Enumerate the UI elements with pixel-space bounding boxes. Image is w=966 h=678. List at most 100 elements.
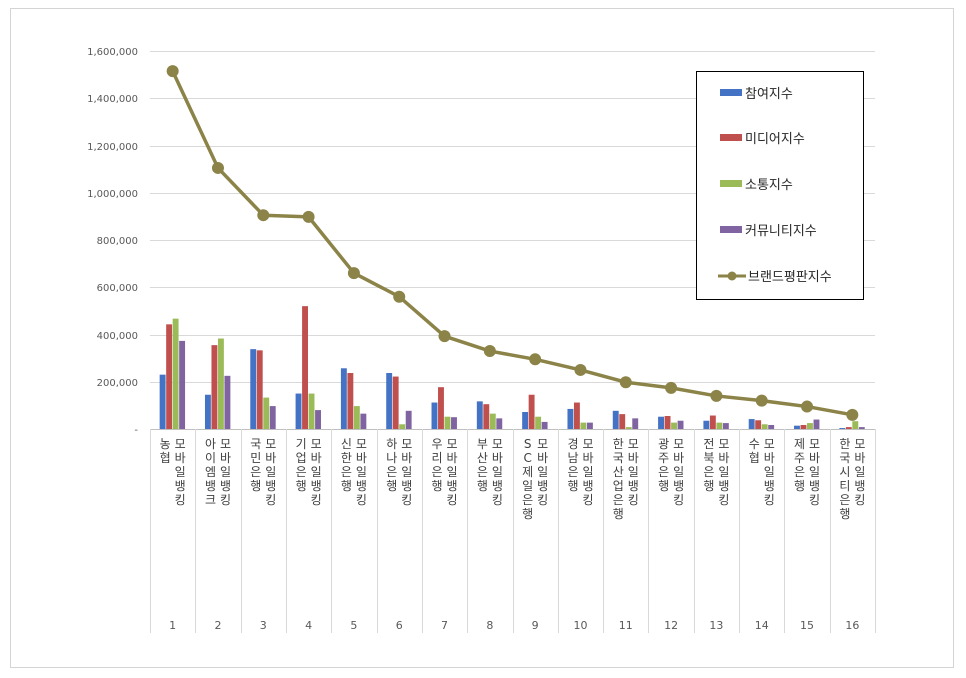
bar bbox=[794, 425, 800, 429]
line-point bbox=[846, 408, 859, 421]
bar bbox=[858, 427, 865, 429]
rank-label: 9 bbox=[532, 619, 539, 632]
bar bbox=[269, 406, 276, 429]
line-point bbox=[574, 363, 587, 376]
bar bbox=[172, 318, 179, 429]
bar bbox=[612, 410, 619, 429]
bar bbox=[567, 408, 574, 429]
bar bbox=[586, 422, 593, 429]
rank-label: 6 bbox=[396, 619, 403, 632]
bar bbox=[347, 373, 354, 429]
line-point bbox=[801, 400, 814, 413]
bar bbox=[522, 411, 529, 429]
bar bbox=[658, 416, 664, 429]
rank-label: 8 bbox=[486, 619, 493, 632]
legend-swatch-marker bbox=[727, 271, 737, 281]
legend-swatch bbox=[720, 226, 742, 233]
legend-label: 참여지수 bbox=[745, 87, 793, 102]
bar bbox=[839, 428, 846, 429]
bar bbox=[353, 406, 360, 429]
bar bbox=[166, 324, 173, 429]
legend-label: 소통지수 bbox=[745, 178, 793, 193]
bar bbox=[573, 402, 580, 429]
bar bbox=[295, 393, 302, 429]
legend-swatch bbox=[720, 89, 742, 96]
rank-label: 2 bbox=[214, 619, 221, 632]
y-tick-label: 1,400,000 bbox=[87, 94, 138, 105]
bar bbox=[813, 419, 820, 429]
bar bbox=[761, 424, 768, 429]
bar bbox=[217, 338, 224, 429]
bar bbox=[399, 424, 406, 429]
bar bbox=[768, 424, 775, 429]
bar bbox=[541, 421, 548, 429]
bar bbox=[211, 345, 218, 429]
bar bbox=[444, 416, 451, 429]
y-tick-label: 200,000 bbox=[97, 378, 138, 389]
bar bbox=[224, 375, 231, 429]
rank-label: 13 bbox=[709, 619, 723, 632]
rank-label: 1 bbox=[169, 619, 176, 632]
rank-label: 14 bbox=[755, 619, 769, 632]
bar bbox=[852, 421, 859, 429]
bar-series bbox=[159, 306, 865, 429]
bar bbox=[476, 401, 483, 429]
y-tick-label: - bbox=[134, 425, 138, 436]
bar bbox=[315, 410, 321, 429]
bar bbox=[438, 387, 444, 429]
legend-swatch bbox=[720, 134, 742, 141]
bar bbox=[392, 376, 399, 429]
bar bbox=[716, 422, 723, 429]
rank-label: 10 bbox=[573, 619, 587, 632]
bar bbox=[263, 397, 270, 429]
bar bbox=[722, 423, 729, 429]
bar bbox=[619, 414, 626, 429]
bar bbox=[703, 420, 710, 429]
line-point bbox=[347, 267, 360, 280]
line-point bbox=[710, 389, 723, 402]
line-point bbox=[302, 210, 315, 223]
bar bbox=[845, 427, 852, 429]
bar bbox=[431, 402, 438, 429]
legend-swatch bbox=[720, 180, 742, 187]
bar bbox=[340, 368, 347, 429]
bar bbox=[489, 413, 496, 429]
rank-label: 7 bbox=[441, 619, 448, 632]
bar bbox=[709, 415, 716, 429]
line-point bbox=[483, 345, 496, 358]
rank-label: 3 bbox=[260, 619, 267, 632]
line-point bbox=[438, 330, 451, 343]
line-point bbox=[529, 353, 542, 366]
y-tick-label: 400,000 bbox=[97, 331, 138, 342]
rank-label: 16 bbox=[845, 619, 859, 632]
bar bbox=[159, 374, 166, 429]
bar bbox=[302, 306, 308, 429]
bar bbox=[204, 394, 211, 429]
bar bbox=[451, 417, 457, 429]
line-point bbox=[619, 376, 632, 389]
rank-label: 4 bbox=[305, 619, 312, 632]
